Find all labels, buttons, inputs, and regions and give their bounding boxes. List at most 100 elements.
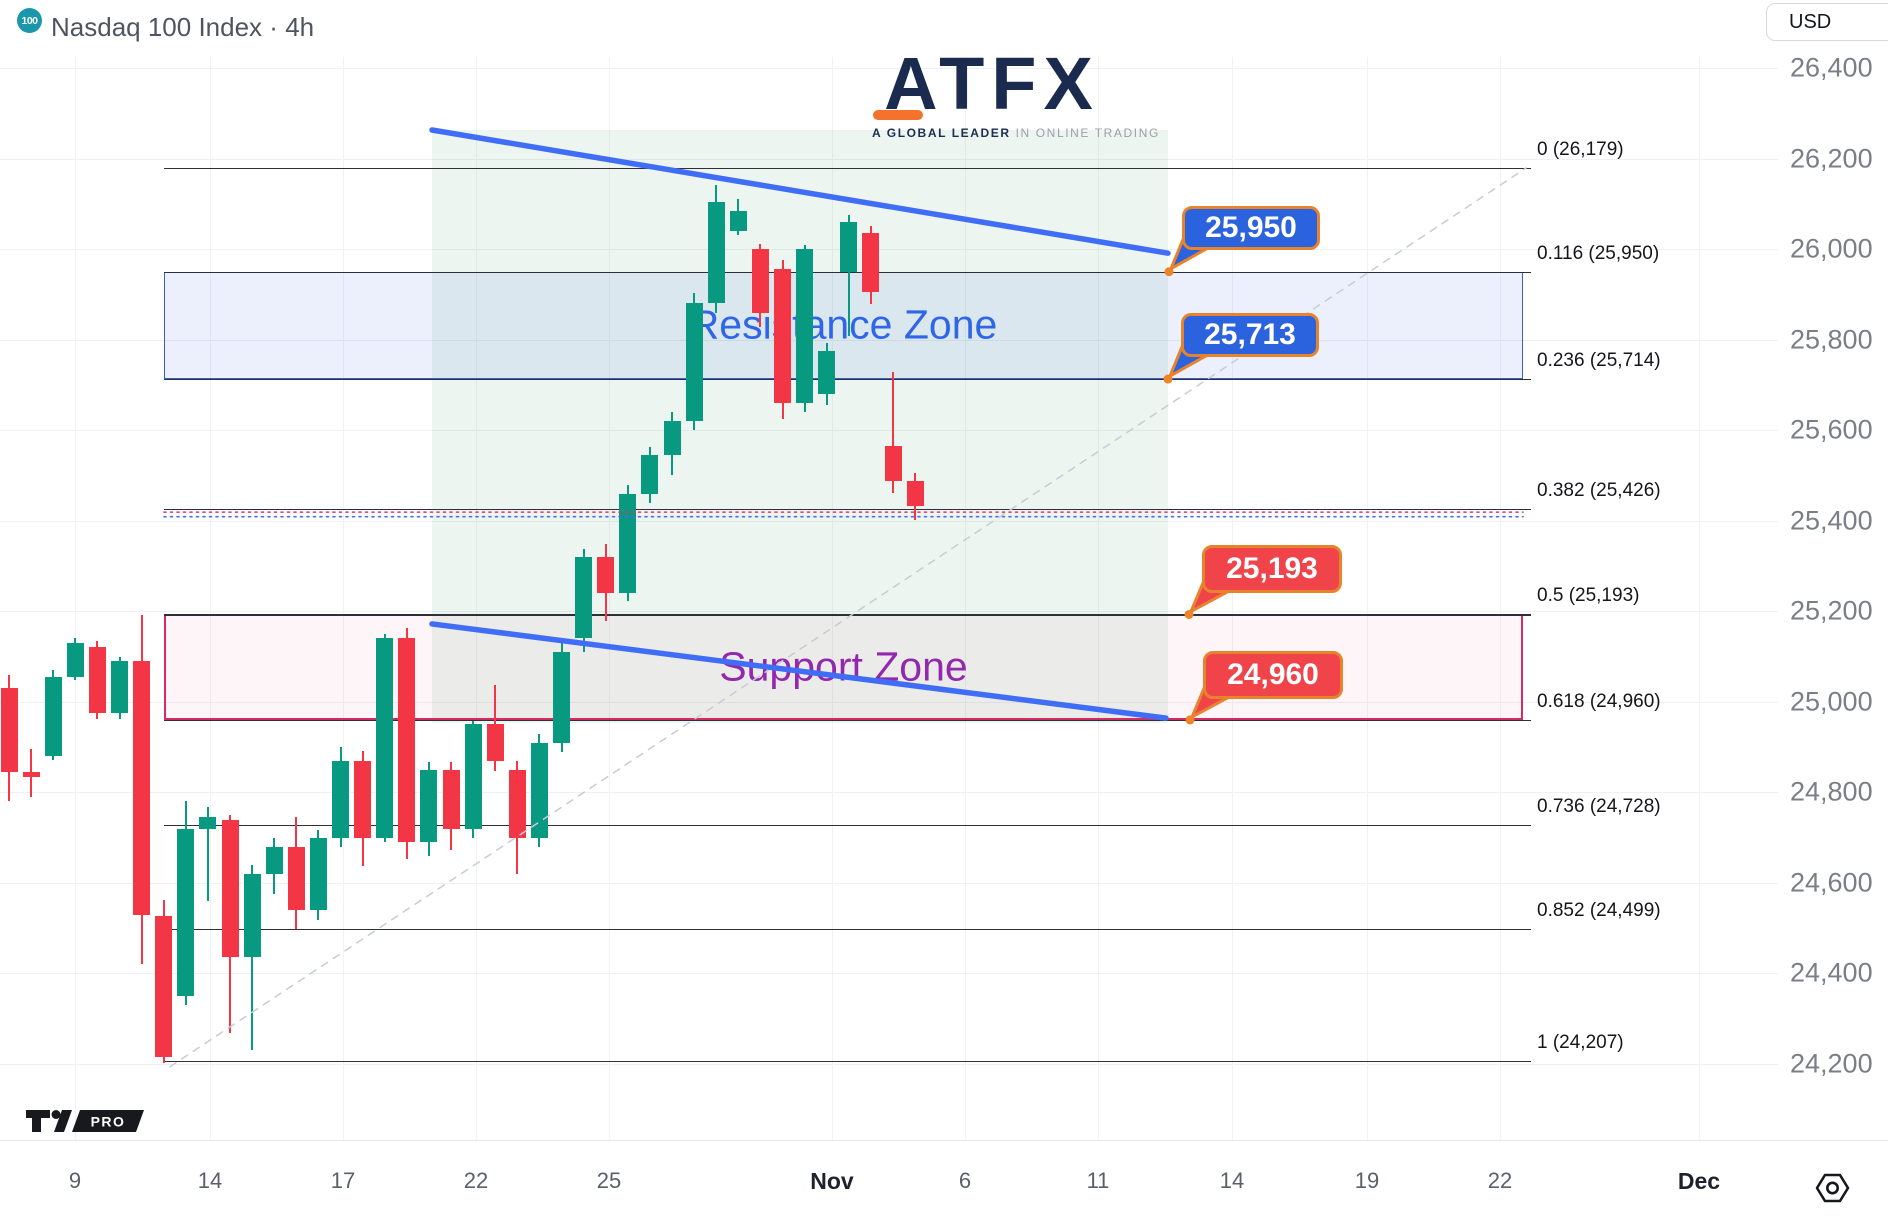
time-axis-label: 19 [1354,1168,1380,1193]
atfx-watermark: ATFX A GLOBAL LEADER IN ONLINE TRADING [872,44,1158,141]
candle [508,769,526,838]
pro-badge [72,1110,144,1132]
candle [553,652,570,743]
currency-dropdown[interactable]: USD [1766,3,1888,41]
price-callout-blue-1[interactable]: 25,713 [1181,313,1319,358]
fib-label-0: 0 (26,179) [1537,139,1624,161]
candle [354,760,372,838]
currency-value: USD [1789,10,1832,33]
symbol-name: Nasdaq 100 Index [51,12,263,42]
time-axis-label: 6 [958,1168,972,1193]
time-axis-label: 14 [1219,1168,1245,1193]
time-axis-label: 11 [1086,1168,1110,1193]
fib-label-0.5: 0.5 (25,193) [1537,585,1640,607]
timeframe-label: 4h [285,12,315,42]
atfx-logo-orange-dash [873,110,923,120]
candle [663,421,681,456]
symbol-logo-badge: 100 [17,8,42,33]
time-axis-label: Nov [810,1168,854,1194]
fib-line-0.852[interactable] [164,928,1531,931]
candle [287,846,305,911]
candle [243,873,261,958]
fib-label-0.852: 0.852 (24,499) [1537,899,1661,921]
fib-line-0.382[interactable] [164,508,1531,511]
price-gridline [0,973,1778,975]
candle [155,915,173,1058]
candle [818,350,836,394]
price-gridline [0,882,1778,884]
time-axis-label: 14 [197,1168,223,1193]
price-axis-label: 26,000 [1790,233,1873,264]
candle [906,480,924,507]
price-callout-blue-0[interactable]: 25,950 [1182,205,1320,250]
candle [420,769,438,843]
fib-label-0.618: 0.618 (24,960) [1537,690,1661,712]
time-gridline [75,57,76,1140]
price-callout-red-2[interactable]: 25,193 [1202,545,1342,594]
time-axis-label: 25 [596,1168,622,1193]
time-gridline [1699,57,1700,1140]
chart-header: 100 Nasdaq 100 Index · 4h [0,0,1888,57]
candle [685,303,703,422]
time-axis-separator [0,1140,1888,1141]
pro-badge-label: PRO [91,1114,126,1130]
tv-logo-t [26,1110,50,1132]
candle [398,638,416,843]
time-axis-label: 22 [1487,1168,1513,1193]
fib-line-0.618[interactable] [164,719,1531,722]
price-gridline [0,68,1778,69]
candle [66,642,84,677]
price-axis-label: 26,400 [1790,52,1873,83]
tradingview-pro-logo[interactable]: PRO [26,1108,146,1139]
fib-line-1[interactable] [164,1060,1531,1063]
candle [199,817,217,829]
price-axis-label: 25,800 [1790,324,1873,355]
candle [840,221,858,272]
candle [796,249,814,403]
symbol-title[interactable]: Nasdaq 100 Index · 4h [51,12,314,43]
price-axis-label: 24,200 [1790,1048,1873,1079]
fib-line-0[interactable] [164,168,1531,170]
candle [751,249,769,314]
time-gridline [343,57,344,1140]
time-gridline [1367,57,1368,1140]
fib-label-0.382: 0.382 (25,426) [1537,479,1661,501]
candle [376,638,394,838]
time-gridline [1500,57,1501,1140]
price-gridline [0,1064,1778,1065]
fib-line-0.236[interactable] [164,378,1531,380]
candle [884,446,902,481]
price-axis-label: 25,000 [1790,686,1873,717]
price-axis-label: 25,200 [1790,595,1873,626]
price-axis-label: 24,800 [1790,776,1873,807]
candle [619,493,637,594]
candle [309,837,327,911]
candle [133,661,151,915]
price-axis-label: 24,400 [1790,957,1873,988]
price-axis-label: 24,600 [1790,867,1873,898]
candle [44,676,62,757]
candle [597,556,615,594]
tv-logo-slash [54,1110,72,1132]
fib-line-0.5[interactable] [164,614,1531,616]
price-callout-red-3[interactable]: 24,960 [1203,650,1343,699]
settings-gear-icon[interactable] [1812,1170,1852,1211]
candle [707,201,725,304]
candle [332,760,349,838]
title-separator: · [269,12,278,42]
zone-label-resistance: Resistance Zone [689,301,998,348]
price-axis-label: 25,400 [1790,505,1873,536]
time-axis-label: 9 [68,1168,82,1193]
candle [464,724,482,829]
time-gridline [210,57,211,1140]
time-axis-label: Dec [1677,1168,1721,1194]
candle [22,771,40,777]
candle [221,819,239,958]
fib-label-1: 1 (24,207) [1537,1031,1624,1053]
tv-logo-dot [51,1110,61,1119]
price-gridline [0,792,1778,794]
candle [88,647,106,714]
candle [575,556,593,639]
fib-label-0.236: 0.236 (25,714) [1537,349,1661,371]
